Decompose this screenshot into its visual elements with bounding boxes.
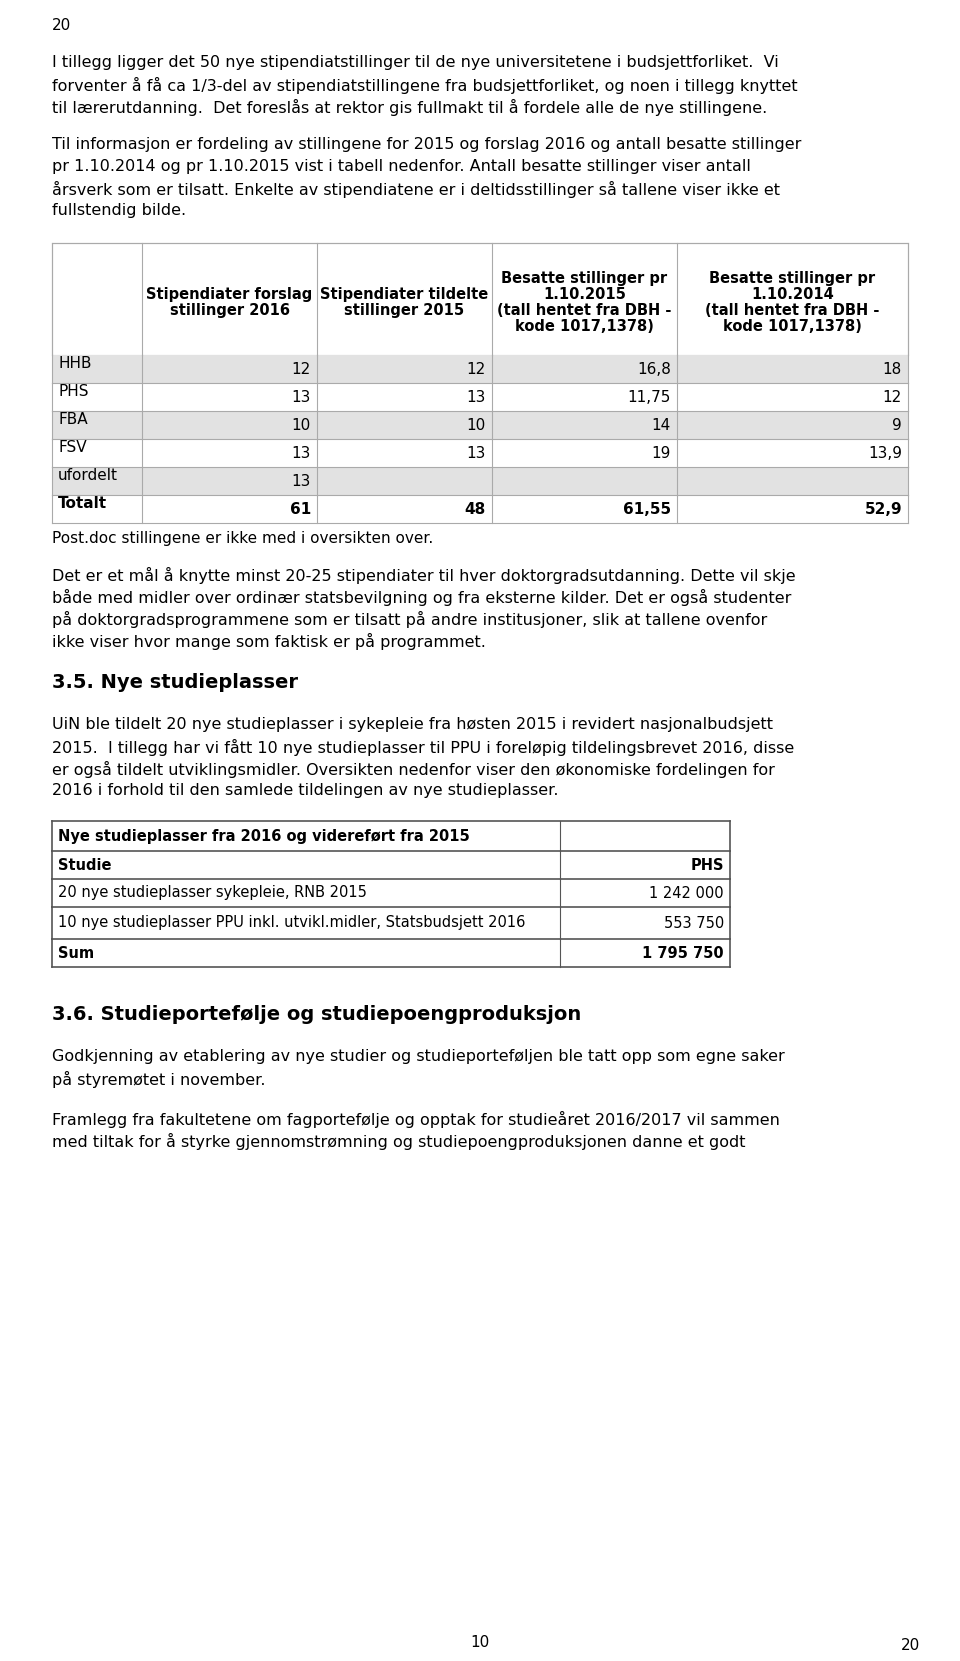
Text: 10 nye studieplasser PPU inkl. utvikl.midler, Statsbudsjett 2016: 10 nye studieplasser PPU inkl. utvikl.mi…: [58, 915, 525, 930]
Text: Post.doc stillingene er ikke med i oversikten over.: Post.doc stillingene er ikke med i overs…: [52, 532, 433, 546]
Text: FBA: FBA: [58, 412, 87, 427]
Text: 553 750: 553 750: [663, 915, 724, 930]
Text: 14: 14: [652, 417, 671, 432]
Text: 13,9: 13,9: [868, 445, 902, 460]
Text: Besatte stillinger pr: Besatte stillinger pr: [501, 271, 667, 286]
Text: 11,75: 11,75: [628, 389, 671, 405]
Text: 20 nye studieplasser sykepleie, RNB 2015: 20 nye studieplasser sykepleie, RNB 2015: [58, 885, 367, 900]
Text: 1 242 000: 1 242 000: [649, 885, 724, 900]
Text: (tall hentet fra DBH -: (tall hentet fra DBH -: [497, 302, 672, 317]
Text: 3.5. Nye studieplasser: 3.5. Nye studieplasser: [52, 673, 298, 693]
Text: Studie: Studie: [58, 857, 111, 872]
Text: 12: 12: [292, 362, 311, 377]
Text: ufordelt: ufordelt: [58, 467, 118, 482]
Text: 3.6. Studieportefølje og studiepoengproduksjon: 3.6. Studieportefølje og studiepoengprod…: [52, 1005, 581, 1023]
Bar: [52, 410, 908, 439]
Text: PHS: PHS: [58, 384, 88, 399]
Text: stillinger 2016: stillinger 2016: [170, 302, 290, 317]
Text: 12: 12: [883, 389, 902, 405]
Text: I tillegg ligger det 50 nye stipendiatstillinger til de nye universitetene i bud: I tillegg ligger det 50 nye stipendiatst…: [52, 55, 779, 70]
Text: 13: 13: [292, 445, 311, 460]
Text: PHS: PHS: [690, 857, 724, 872]
Bar: [52, 439, 908, 467]
Text: 13: 13: [467, 389, 486, 405]
Bar: [52, 495, 908, 523]
Text: 61: 61: [290, 502, 311, 517]
Text: fullstendig bilde.: fullstendig bilde.: [52, 203, 186, 218]
Text: på doktorgradsprogrammene som er tilsatt på andre institusjoner, slik at tallene: på doktorgradsprogrammene som er tilsatt…: [52, 611, 767, 628]
Bar: [52, 384, 908, 410]
Bar: [52, 467, 908, 495]
Bar: [52, 938, 730, 967]
Bar: [52, 850, 730, 879]
Text: 13: 13: [467, 445, 486, 460]
Text: med tiltak for å styrke gjennomstrømning og studiepoengproduksjonen danne et god: med tiltak for å styrke gjennomstrømning…: [52, 1133, 746, 1149]
Bar: [52, 243, 908, 355]
Text: stillinger 2015: stillinger 2015: [345, 302, 465, 317]
Text: HHB: HHB: [58, 355, 91, 370]
Text: pr 1.10.2014 og pr 1.10.2015 vist i tabell nedenfor. Antall besatte stillinger v: pr 1.10.2014 og pr 1.10.2015 vist i tabe…: [52, 159, 751, 174]
Text: Stipendiater forslag: Stipendiater forslag: [146, 287, 313, 302]
Bar: [52, 821, 730, 850]
Text: 12: 12: [467, 362, 486, 377]
Text: 20: 20: [52, 18, 71, 33]
Text: 1 795 750: 1 795 750: [642, 945, 724, 960]
Text: både med midler over ordinær statsbevilgning og fra eksterne kilder. Det er også: både med midler over ordinær statsbevilg…: [52, 590, 791, 606]
Text: kode 1017,1378): kode 1017,1378): [516, 319, 654, 334]
Text: 48: 48: [465, 502, 486, 517]
Text: ikke viser hvor mange som faktisk er på programmet.: ikke viser hvor mange som faktisk er på …: [52, 633, 486, 649]
Text: Stipendiater tildelte: Stipendiater tildelte: [321, 287, 489, 302]
Text: 52,9: 52,9: [864, 502, 902, 517]
Text: Besatte stillinger pr: Besatte stillinger pr: [709, 271, 876, 286]
Text: kode 1017,1378): kode 1017,1378): [723, 319, 862, 334]
Text: på styremøtet i november.: på styremøtet i november.: [52, 1071, 266, 1088]
Text: Sum: Sum: [58, 945, 94, 960]
Text: 10: 10: [467, 417, 486, 432]
Text: 9: 9: [892, 417, 902, 432]
Text: 2015.  I tillegg har vi fått 10 nye studieplasser til PPU i foreløpig tildelings: 2015. I tillegg har vi fått 10 nye studi…: [52, 739, 794, 756]
Text: Til informasjon er fordeling av stillingene for 2015 og forslag 2016 og antall b: Til informasjon er fordeling av stilling…: [52, 136, 802, 153]
Text: 1.10.2014: 1.10.2014: [751, 287, 834, 302]
Text: forventer å få ca 1/3-del av stipendiatstillingene fra budsjettforliket, og noen: forventer å få ca 1/3-del av stipendiats…: [52, 76, 798, 95]
Text: Framlegg fra fakultetene om fagportefølje og opptak for studieåret 2016/2017 vil: Framlegg fra fakultetene om fagportefølj…: [52, 1111, 780, 1128]
Text: 2016 i forhold til den samlede tildelingen av nye studieplasser.: 2016 i forhold til den samlede tildeling…: [52, 782, 559, 797]
Text: 1.10.2015: 1.10.2015: [543, 287, 626, 302]
Text: 61,55: 61,55: [623, 502, 671, 517]
Bar: [52, 355, 908, 384]
Text: 13: 13: [292, 473, 311, 488]
Bar: [52, 879, 730, 907]
Text: 13: 13: [292, 389, 311, 405]
Text: 19: 19: [652, 445, 671, 460]
Text: 16,8: 16,8: [637, 362, 671, 377]
Text: Det er et mål å knytte minst 20-25 stipendiater til hver doktorgradsutdanning. D: Det er et mål å knytte minst 20-25 stipe…: [52, 566, 796, 585]
Text: FSV: FSV: [58, 440, 86, 455]
Text: årsverk som er tilsatt. Enkelte av stipendiatene er i deltidsstillinger så talle: årsverk som er tilsatt. Enkelte av stipe…: [52, 181, 780, 198]
Text: 10: 10: [292, 417, 311, 432]
Text: er også tildelt utviklingsmidler. Oversikten nedenfor viser den økonomiske forde: er også tildelt utviklingsmidler. Oversi…: [52, 761, 775, 777]
Text: 20: 20: [900, 1638, 920, 1653]
Text: (tall hentet fra DBH -: (tall hentet fra DBH -: [706, 302, 879, 317]
Text: 18: 18: [883, 362, 902, 377]
Text: til lærerutdanning.  Det foreslås at rektor gis fullmakt til å fordele alle de n: til lærerutdanning. Det foreslås at rekt…: [52, 100, 767, 116]
Text: Nye studieplasser fra 2016 og videreført fra 2015: Nye studieplasser fra 2016 og videreført…: [58, 829, 469, 844]
Text: 10: 10: [470, 1634, 490, 1649]
Bar: [52, 907, 730, 938]
Text: UiN ble tildelt 20 nye studieplasser i sykepleie fra høsten 2015 i revidert nasj: UiN ble tildelt 20 nye studieplasser i s…: [52, 718, 773, 733]
Text: Totalt: Totalt: [58, 495, 108, 510]
Text: Godkjenning av etablering av nye studier og studieporteføljen ble tatt opp som e: Godkjenning av etablering av nye studier…: [52, 1050, 784, 1065]
